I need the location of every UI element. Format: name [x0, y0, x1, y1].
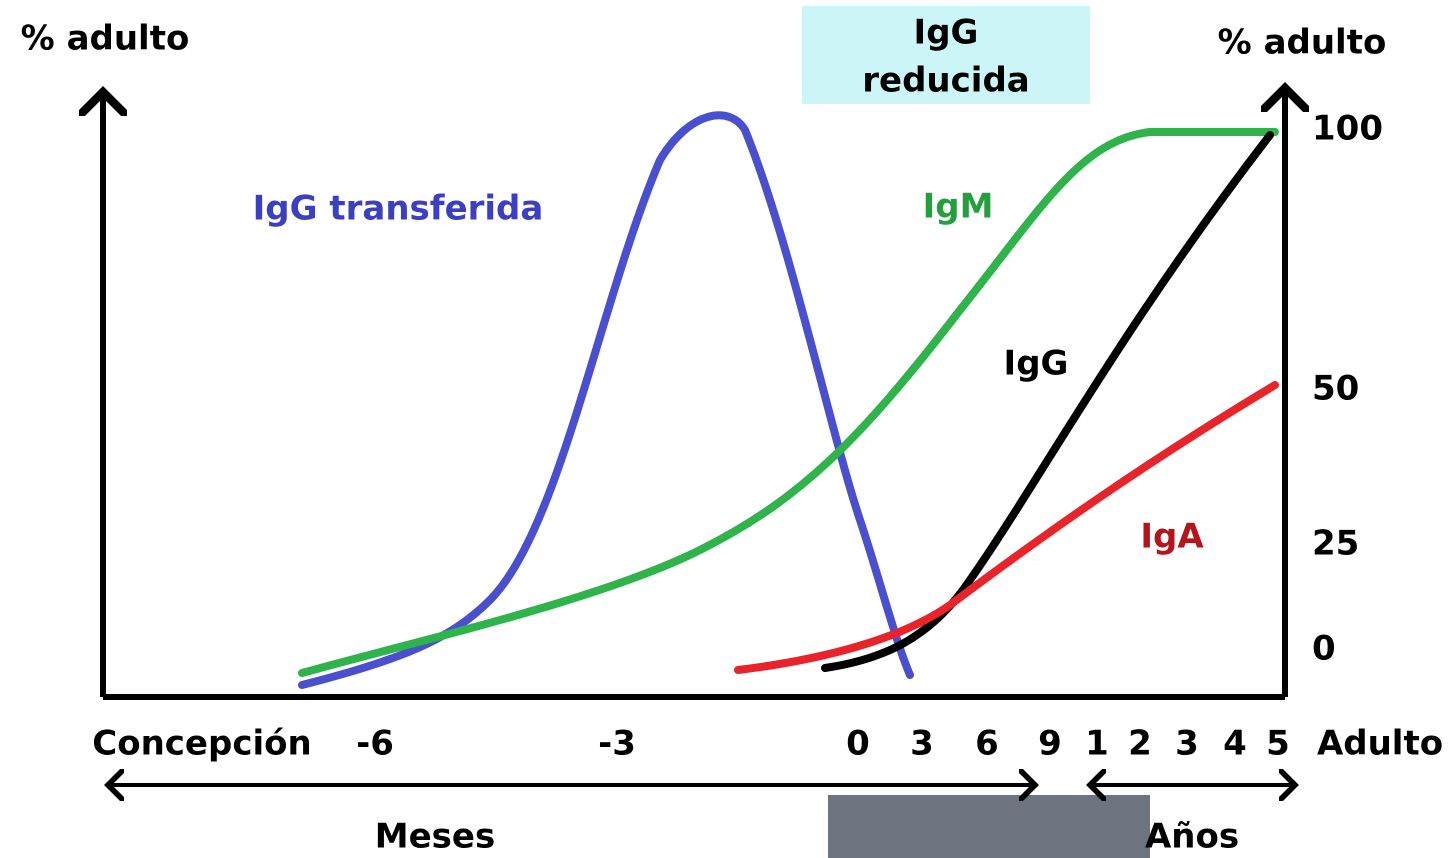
highlight-text: IgG: [914, 13, 979, 53]
x-tick-label: -3: [598, 724, 636, 764]
y-tick-label: 0: [1312, 629, 1336, 669]
x-tick-label: Concepción: [92, 724, 311, 764]
y-tick-label: 100: [1312, 109, 1383, 149]
x-tick-label: 6: [975, 724, 999, 764]
x-tick-label: -6: [356, 724, 394, 764]
highlight-text: reducida: [862, 61, 1029, 101]
curve-label: IgG: [1004, 344, 1069, 384]
x-tick-label: 3: [910, 724, 934, 764]
photo: [828, 795, 1150, 858]
x-tick-label: 1: [1085, 724, 1109, 764]
axis-label: % adulto: [1218, 23, 1387, 63]
curve-label: IgG transferida: [253, 189, 544, 229]
igg-curve: [825, 135, 1270, 668]
curve-label: IgA: [1140, 517, 1204, 557]
x-tick-label: 0: [846, 724, 870, 764]
x-tick-label: 3: [1175, 724, 1199, 764]
x-tick-label: 5: [1266, 724, 1290, 764]
y-tick-label: 50: [1312, 369, 1359, 409]
x-tick-label: Adulto: [1317, 724, 1443, 764]
axis-label: % adulto: [21, 19, 190, 59]
x-tick-label: 4: [1223, 724, 1247, 764]
range-label: Meses: [375, 817, 495, 857]
y-tick-label: 25: [1312, 524, 1359, 564]
range-label: Años: [1145, 817, 1239, 857]
curve-label: IgM: [923, 187, 994, 227]
x-tick-label: 9: [1038, 724, 1062, 764]
x-tick-label: 2: [1128, 724, 1152, 764]
diagram: % adulto % adulto IgG reducida IgG trans…: [0, 0, 1456, 858]
